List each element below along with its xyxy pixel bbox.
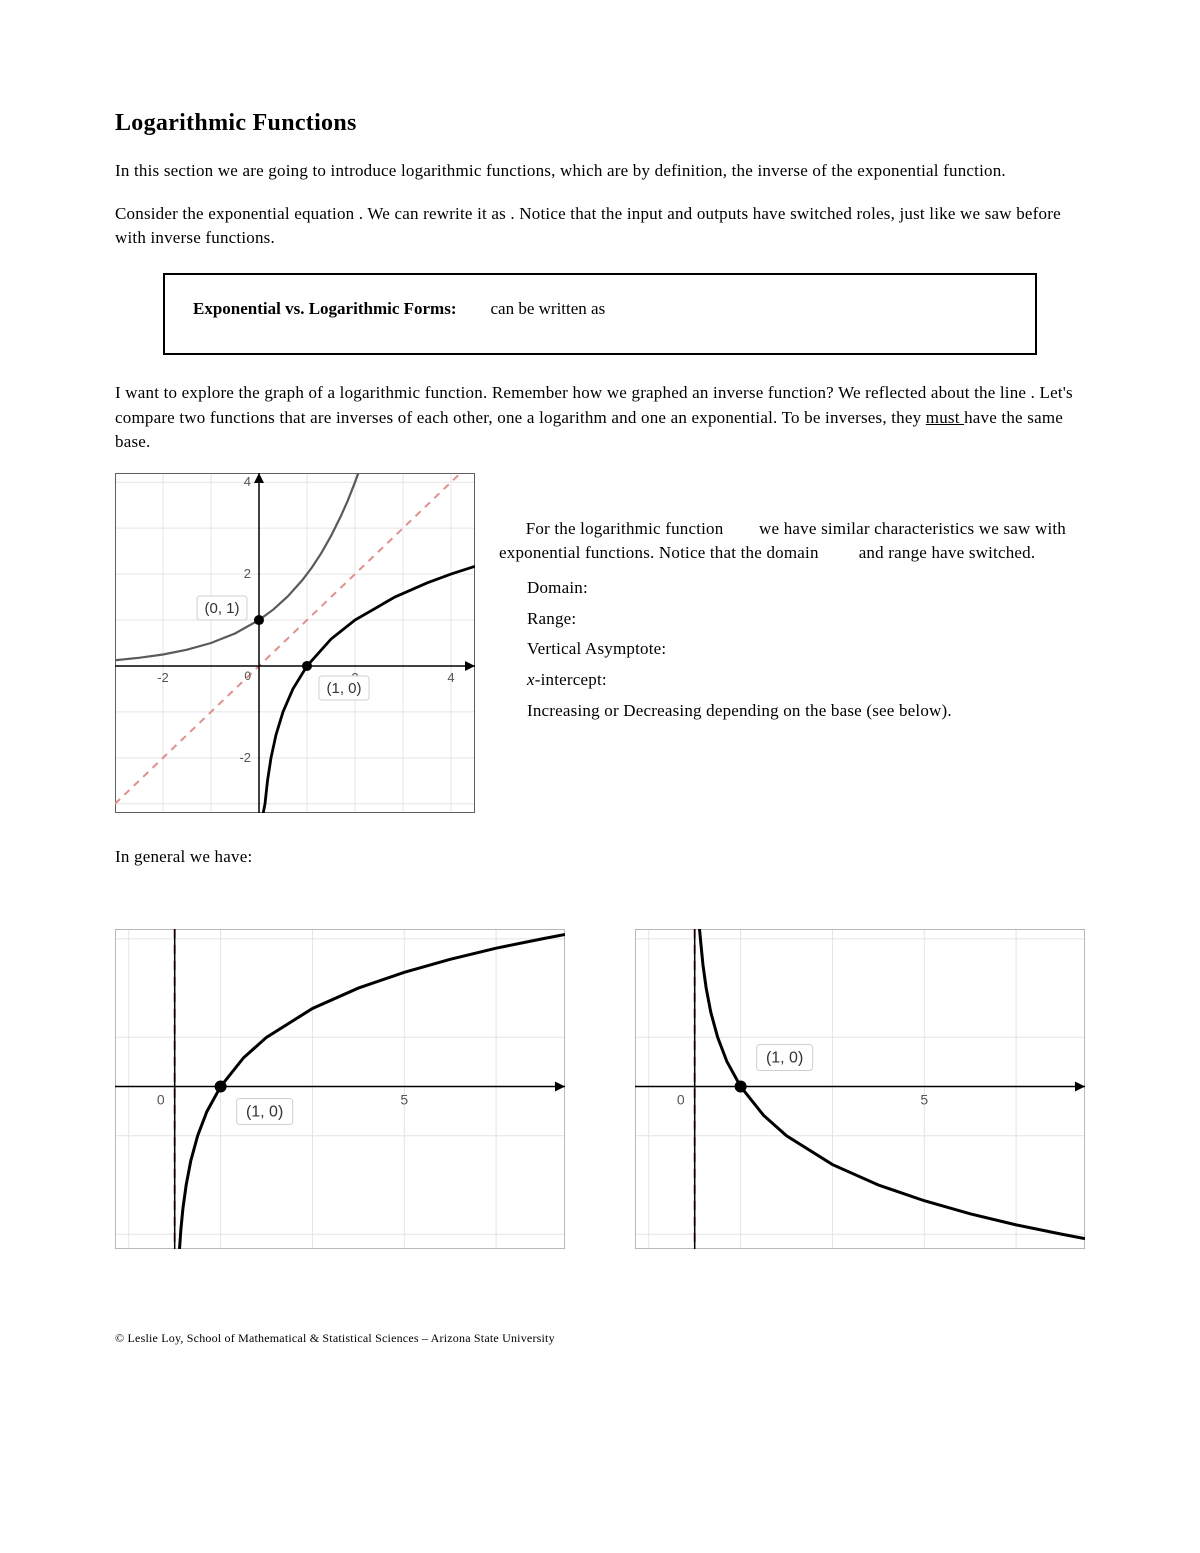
side-p1: For the logarithmic function we have sim… — [499, 517, 1085, 566]
svg-text:5: 5 — [400, 1091, 408, 1107]
svg-text:-2: -2 — [157, 670, 169, 685]
svg-text:(0, 1): (0, 1) — [204, 600, 239, 617]
svg-text:4: 4 — [447, 670, 454, 685]
svg-text:-2: -2 — [239, 750, 251, 765]
forms-label: Exponential vs. Logarithmic Forms: — [193, 299, 457, 318]
side-range: Range: — [527, 607, 1085, 632]
intro-para-2: Consider the exponential equation . We c… — [115, 202, 1085, 251]
forms-box: Exponential vs. Logarithmic Forms: can b… — [163, 273, 1037, 355]
svg-text:0: 0 — [677, 1091, 685, 1107]
graph-3-wrap: 0 5 (1, 0) — [635, 929, 1085, 1249]
para-3: I want to explore the graph of a logarit… — [115, 381, 1085, 455]
graph-text-row: -224-2240(0, 1)(1, 0) For the logarithmi… — [115, 473, 1085, 813]
side-domain: Domain: — [527, 576, 1085, 601]
general-text: In general we have: — [115, 847, 1085, 867]
svg-text:2: 2 — [244, 566, 251, 581]
side-text: For the logarithmic function we have sim… — [499, 473, 1085, 733]
svg-text:5: 5 — [920, 1091, 928, 1107]
svg-text:(1, 0): (1, 0) — [246, 1103, 283, 1120]
graph-2: 0 5 (1, 0) — [115, 929, 565, 1249]
graph-1: -224-2240(0, 1)(1, 0) — [115, 473, 475, 813]
graph-1-wrap: -224-2240(0, 1)(1, 0) — [115, 473, 475, 813]
svg-text:(1, 0): (1, 0) — [326, 680, 361, 697]
page-title: Logarithmic Functions — [115, 110, 1085, 137]
side-va: Vertical Asymptote: — [527, 637, 1085, 662]
svg-text:0: 0 — [244, 669, 251, 683]
footer: © Leslie Loy, School of Mathematical & S… — [115, 1331, 1085, 1346]
side-xint-prefix: x — [527, 670, 535, 689]
side-incdec: Increasing or Decreasing depending on th… — [527, 699, 1085, 724]
intro-para-1: In this section we are going to introduc… — [115, 159, 1085, 184]
para-3-must: must — [926, 408, 964, 427]
svg-text:4: 4 — [244, 474, 251, 489]
forms-suffix: can be written as — [491, 299, 606, 318]
two-graphs-row: 0 5 (1, 0) 0 5 (1, 0) — [115, 929, 1085, 1249]
svg-text:0: 0 — [157, 1091, 165, 1107]
graph-3: 0 5 (1, 0) — [635, 929, 1085, 1249]
graph-2-wrap: 0 5 (1, 0) — [115, 929, 565, 1249]
svg-text:(1, 0): (1, 0) — [766, 1049, 803, 1066]
side-xint-suffix: -intercept: — [535, 670, 607, 689]
side-xint: x-intercept: — [527, 668, 1085, 693]
